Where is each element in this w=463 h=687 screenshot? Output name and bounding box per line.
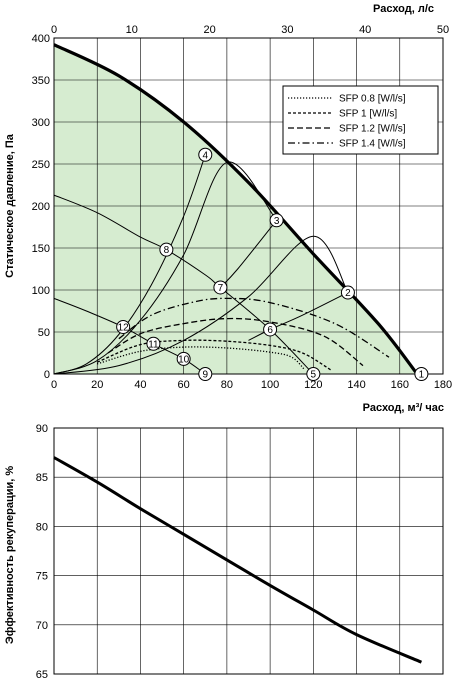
- operating-area: [54, 44, 418, 374]
- y-tick-label: 150: [32, 243, 50, 255]
- x-tick-label: 60: [178, 379, 190, 391]
- x-tick-label: 160: [391, 379, 409, 391]
- working-point-marker: [159, 242, 174, 257]
- x-tick-label: 0: [51, 379, 57, 391]
- working-point-label: 2: [345, 288, 351, 299]
- y-tick-label: 400: [32, 33, 50, 45]
- sfp-curve: [97, 346, 306, 371]
- working-point-label: 8: [164, 245, 170, 256]
- y-tick-label: 75: [36, 571, 48, 583]
- y-axis-label: Эффективность рекуперации, %: [4, 466, 16, 644]
- y-axis-label: Статическое давление, Па: [4, 133, 16, 278]
- x2-tick-label: 50: [437, 24, 449, 36]
- x2-tick-label: 10: [126, 24, 138, 36]
- working-point-label: 3: [274, 216, 280, 227]
- y-tick-label: 85: [36, 472, 48, 484]
- y-tick-label: 90: [36, 423, 48, 435]
- x-axis-label: Расход, м³/ час: [363, 402, 444, 414]
- sfp-curve: [118, 297, 390, 358]
- x-tick-label: 180: [434, 379, 452, 391]
- y-tick-label: 0: [44, 369, 50, 381]
- x-tick-label: 20: [91, 379, 103, 391]
- y-tick-label: 300: [32, 117, 50, 129]
- working-point-label: 11: [148, 339, 159, 350]
- working-point-label: 7: [218, 283, 224, 294]
- y-tick-label: 100: [32, 285, 50, 297]
- sfp-curve: [96, 339, 331, 371]
- y-tick-label: 50: [38, 327, 50, 339]
- working-point-label: 12: [118, 322, 130, 333]
- working-point-label: 5: [311, 370, 317, 381]
- working-point-marker: [198, 367, 213, 381]
- y-tick-label: 65: [36, 669, 48, 681]
- working-point-marker: [198, 147, 213, 162]
- legend-label: SFP 0.8 [W/l/s]: [339, 94, 406, 105]
- working-point-label: 10: [178, 354, 190, 365]
- working-point-label: 9: [202, 370, 208, 381]
- working-point-marker: [146, 336, 161, 351]
- y-tick-label: 80: [36, 521, 48, 533]
- working-point-marker: [176, 351, 191, 366]
- legend-label: SFP 1.2 [W/l/s]: [339, 124, 406, 135]
- working-point-marker: [263, 322, 278, 337]
- x2-tick-label: 20: [203, 24, 215, 36]
- working-point-label: 6: [267, 325, 273, 336]
- x-tick-label: 80: [221, 379, 233, 391]
- legend-label: SFP 1 [W/l/s]: [339, 109, 397, 120]
- plot-frame: [53, 427, 444, 675]
- working-point-marker: [116, 319, 131, 334]
- fan-curve: [248, 292, 349, 341]
- working-point-label: 4: [202, 150, 208, 161]
- x2-tick-label: 0: [51, 24, 57, 36]
- recovery-efficiency-chart: 65 70 75 80 85 90 Эффективность рекуперации, %: [4, 423, 444, 681]
- efficiency-curve: [53, 456, 422, 664]
- working-point-marker: [213, 280, 228, 295]
- y-tick-label: 250: [32, 159, 50, 171]
- max-performance-curve: [53, 43, 419, 375]
- plot-frame: [53, 37, 444, 375]
- legend-label: SFP 1.4 [W/l/s]: [339, 139, 406, 150]
- x-tick-label: 140: [347, 379, 365, 391]
- pressure-flow-chart: 0 20 40 60 80 100 120 140 160 180 0 10 20 30 40 50 0 50 10…: [4, 3, 452, 414]
- working-point-label: 1: [419, 370, 425, 381]
- x-tick-label: 100: [261, 379, 279, 391]
- y-tick-label: 200: [32, 201, 50, 213]
- x-tick-label: 120: [304, 379, 322, 391]
- y-tick-label: 350: [32, 75, 50, 87]
- x2-tick-label: 30: [281, 24, 293, 36]
- system-curve: [53, 154, 206, 375]
- system-curve: [53, 161, 277, 375]
- working-point-marker: [269, 213, 284, 228]
- x2-axis-label: Расход, л/с: [373, 3, 434, 15]
- working-point-marker: [306, 367, 321, 381]
- y-tick-label: 70: [36, 620, 48, 632]
- working-point-marker: [414, 367, 429, 381]
- working-point-marker: [340, 285, 355, 300]
- sfp-curve: [107, 317, 364, 367]
- x-tick-label: 40: [134, 379, 146, 391]
- x2-tick-label: 40: [359, 24, 371, 36]
